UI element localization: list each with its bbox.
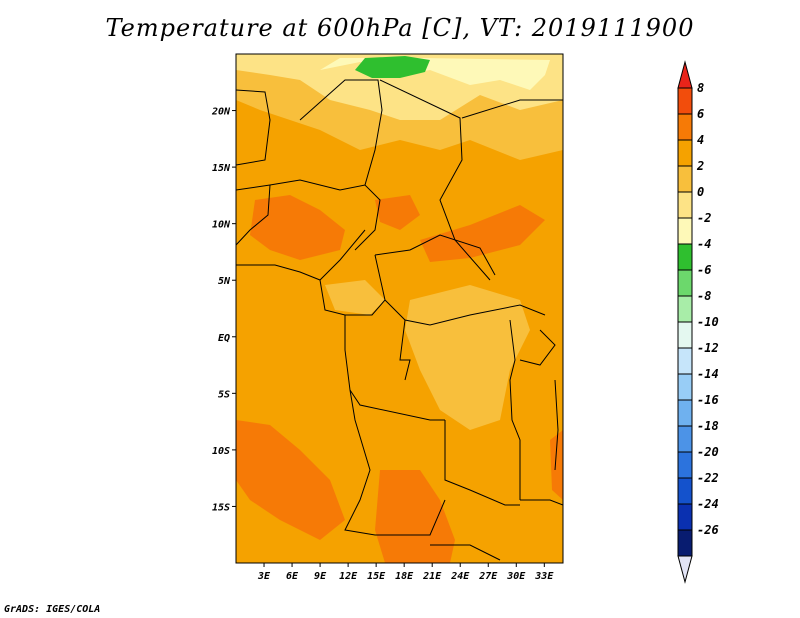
colorbar-label: 0 [697, 185, 704, 199]
lon-tick-label: 3E [257, 571, 271, 582]
lon-tick-label: 9E [314, 571, 327, 582]
colorbar-label: -20 [697, 445, 719, 459]
colorbar-label: -6 [697, 263, 711, 277]
colorbar-label: 2 [696, 159, 704, 173]
border-line-11 [384, 299, 546, 326]
border-line-14 [444, 420, 520, 506]
colorbar-segment [677, 399, 693, 427]
border-line-7 [236, 229, 366, 281]
lat-tick-label: 15S [212, 502, 230, 513]
lon-tick-label: 12E [339, 571, 358, 582]
lat-tick-label: 10S [212, 446, 230, 457]
colorbar-label: -2 [697, 211, 711, 225]
colorbar-label: -16 [697, 393, 719, 407]
contour-region-hot-central [375, 195, 420, 230]
lat-tick-label: 5S [218, 389, 230, 400]
border-line-6 [236, 184, 271, 246]
colorbar-segment [677, 477, 693, 505]
colorbar-top-triangle [677, 60, 693, 89]
border-line-8 [374, 234, 496, 276]
lon-tick-label: 24E [450, 571, 470, 582]
colorbar-label: 4 [697, 133, 704, 147]
lon-tick-label: 27E [478, 571, 498, 582]
colorbar-segment [677, 269, 693, 297]
contour-region-minus4-green [355, 56, 430, 78]
colorbar-segment [677, 425, 693, 453]
border-line-19 [554, 379, 559, 471]
colorbar-segment [677, 321, 693, 349]
contour-region-hot-east [420, 205, 545, 262]
colorbar-segment [677, 113, 693, 141]
colorbar-label: -18 [697, 419, 719, 433]
temperature-field [236, 54, 563, 563]
colorbar-segment [677, 191, 693, 219]
colorbar-label: -8 [697, 289, 711, 303]
lat-tick-label: 20N [211, 107, 231, 118]
colorbar-label: -10 [697, 315, 719, 329]
border-line-5 [236, 179, 381, 251]
contour-region-hot-edge-east [550, 430, 563, 500]
colorbar-segment [677, 243, 693, 271]
lat-tick-label: 5N [218, 276, 231, 287]
latitude-axis: 20N 15N 10N 5N EQ 5S 10S 15S [211, 107, 236, 513]
lat-tick-label: 15N [212, 163, 231, 174]
colorbar-segment [677, 139, 693, 167]
lon-tick-label: 18E [395, 571, 414, 582]
colorbar-segment [677, 529, 693, 557]
country-borders [236, 79, 563, 561]
colorbar-label: -14 [697, 367, 719, 381]
contour-region-hot-south [375, 470, 455, 563]
chart-title: Temperature at 600hPa [C], VT: 201911190… [105, 14, 695, 42]
colorbar-segment [677, 451, 693, 479]
colorbar-label: -4 [697, 237, 711, 251]
border-line-18 [519, 329, 556, 366]
contour-region-hot-west [250, 195, 345, 260]
longitude-axis: 3E 6E 9E 12E 15E 18E 21E 24E 27E 30E 33E [257, 563, 554, 582]
colorbar-segment [677, 165, 693, 193]
lon-tick-label: 21E [422, 571, 442, 582]
colorbar-label: 8 [697, 81, 704, 95]
lat-tick-label: EQ [218, 333, 230, 344]
border-line-17 [430, 544, 501, 561]
border-line-3 [379, 79, 491, 281]
border-line-15 [344, 389, 446, 536]
colorbar-segment [677, 295, 693, 323]
colorbar-label: 6 [697, 107, 704, 121]
colorbar-segment [677, 217, 693, 245]
border-line-4 [461, 99, 563, 119]
border-line-2 [299, 79, 383, 186]
colorbar-segment [677, 373, 693, 401]
contour-region-cool-basin [405, 285, 530, 430]
colorbar-label: -22 [697, 471, 719, 485]
border-line-13 [509, 319, 521, 500]
contour-region-hot-southwest [236, 420, 345, 540]
lon-tick-label: 15E [367, 571, 386, 582]
colorbar-label: -12 [697, 341, 719, 355]
contour-region-cool-gabon [325, 280, 385, 315]
border-line-9 [319, 254, 386, 316]
border-line-10 [344, 315, 445, 421]
colorbar-bottom-triangle [677, 555, 693, 584]
lon-tick-label: 30E [506, 571, 526, 582]
lat-tick-label: 10N [212, 220, 231, 231]
grads-credit: GrADS: IGES/COLA [4, 604, 101, 615]
border-line-1 [236, 89, 271, 166]
border-line-16 [520, 499, 563, 506]
colorbar-label: -24 [697, 497, 719, 511]
colorbar-label: -26 [697, 523, 719, 537]
map-frame [235, 53, 564, 564]
colorbar-segment [677, 87, 693, 115]
border-line-12 [399, 319, 411, 381]
lon-tick-label: 6E [286, 571, 299, 582]
colorbar-legend: 8 6 4 2 0 -2 -4 -6 -8 -10 -12 -14 -16 -18 -20 -22 -24 -26 [677, 60, 719, 584]
colorbar-segment [677, 503, 693, 531]
lon-tick-label: 33E [534, 571, 554, 582]
colorbar-segment [677, 347, 693, 375]
